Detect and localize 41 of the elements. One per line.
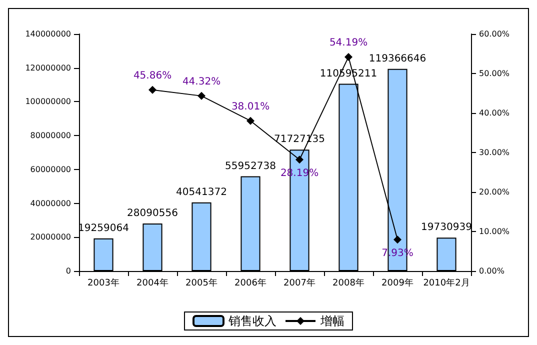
x-tick-label: 2010年2月 — [423, 278, 470, 288]
x-tick-label: 2005年 — [186, 278, 218, 288]
x-tick-label: 2009年 — [382, 278, 414, 288]
y2-tick-label: 50.00% — [479, 69, 510, 78]
data-label: 19730939 — [421, 222, 472, 234]
data-label: 38.01% — [231, 101, 270, 112]
data-label: 28090556 — [127, 208, 178, 219]
y-tick-label: 60000000 — [30, 164, 71, 174]
y2-tick-label: 40.00% — [479, 108, 510, 118]
y2-tick-label: 10.00% — [479, 227, 510, 236]
y-tick-label: 100000000 — [25, 97, 71, 106]
y2-tick-label: 20.00% — [479, 188, 510, 196]
y2-tick-label: 0.00% — [479, 266, 505, 276]
x-tick-label: 2007年 — [284, 278, 316, 288]
data-label: 119366646 — [368, 53, 426, 64]
data-label: 55952738 — [225, 160, 276, 172]
x-tick-label: 2003年 — [88, 278, 120, 288]
y2-tick-label: 30.00% — [479, 148, 510, 157]
data-label: 40541372 — [176, 186, 227, 198]
y-tick-label: 0 — [66, 266, 71, 276]
x-tick-label: 2006年 — [234, 278, 266, 288]
data-label: 19259064 — [78, 222, 129, 234]
point — [148, 86, 156, 94]
point — [296, 156, 304, 164]
y-tick-label: 40000000 — [30, 198, 71, 208]
y-tick-label: 20000000 — [30, 232, 71, 242]
legend-label: 增幅 — [320, 314, 344, 328]
data-label: 54.19% — [329, 37, 368, 48]
point — [246, 116, 254, 125]
x-tick-label: 2004年 — [136, 278, 168, 288]
y2-tick-label: 60.00% — [479, 30, 510, 38]
legend-label: 销售收入 — [228, 314, 276, 328]
x-tick-label: 2008年 — [332, 278, 364, 288]
point — [344, 52, 352, 61]
y-tick-label: 120000000 — [25, 63, 71, 72]
data-label: 44.32% — [182, 76, 221, 88]
data-label: 45.86% — [133, 70, 172, 82]
y-tick-label: 140000000 — [25, 30, 71, 38]
point — [394, 236, 402, 244]
y-tick-label: 80000000 — [30, 131, 71, 140]
point — [198, 92, 206, 100]
